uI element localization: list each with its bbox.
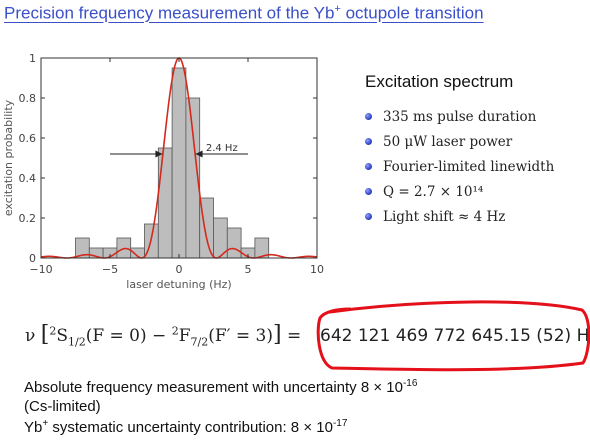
bullet-icon bbox=[365, 188, 372, 195]
excitation-spectrum-chart: 2.4 Hz −10 −5 0 5 10 0 0.2 0.4 0.6 0.8 1 laser det… bbox=[2, 52, 325, 291]
footer-line-2: (Cs-limited) bbox=[24, 398, 101, 415]
y-axis-label: excitation probability bbox=[2, 99, 15, 216]
list-item: Fourier-limited linewidth bbox=[365, 154, 554, 179]
panel-title: Excitation spectrum bbox=[365, 72, 514, 91]
y-tick-label: 0.2 bbox=[19, 212, 37, 225]
axis-ticks: −10 −5 0 5 10 0 0.2 0.4 0.6 0.8 1 bbox=[19, 52, 325, 276]
x-axis-label: laser detuning (Hz) bbox=[126, 278, 231, 291]
property-list: 335 ms pulse duration 50 μW laser power … bbox=[365, 104, 554, 229]
x-tick-label: 0 bbox=[176, 263, 183, 276]
list-item: Light shift ≈ 4 Hz bbox=[365, 204, 554, 229]
histogram-bars bbox=[75, 67, 270, 259]
y-tick-label: 0.6 bbox=[19, 132, 37, 145]
bullet-icon bbox=[365, 113, 372, 120]
linewidth-annotation: 2.4 Hz bbox=[110, 143, 248, 158]
footer-line-1: Absolute frequency measurement with unce… bbox=[24, 378, 418, 396]
footer-line-3: Yb+ systematic uncertainty contribution:… bbox=[24, 418, 348, 436]
bullet-icon bbox=[365, 213, 372, 220]
x-tick-label: −10 bbox=[29, 263, 52, 276]
y-tick-label: 0 bbox=[29, 252, 36, 265]
arrow-left-icon bbox=[195, 150, 203, 158]
histogram-bar bbox=[171, 67, 187, 259]
transition-formula: ν [2S1/2(F = 0) − 2F7/2(F′ = 3)] = bbox=[25, 322, 302, 349]
bullet-icon bbox=[365, 138, 372, 145]
x-tick-label: 5 bbox=[245, 263, 252, 276]
y-tick-label: 0.4 bbox=[19, 172, 37, 185]
slide-title: Precision frequency measurement of the Y… bbox=[4, 3, 484, 23]
x-tick-label: −5 bbox=[102, 263, 118, 276]
bullet-icon bbox=[365, 163, 372, 170]
histogram-bar bbox=[157, 147, 173, 259]
frequency-value: 642 121 469 772 645.15 (52) Hz bbox=[320, 326, 590, 346]
list-item: Q = 2.7 × 10¹⁴ bbox=[365, 179, 554, 204]
linewidth-label: 2.4 Hz bbox=[206, 143, 238, 154]
list-item: 335 ms pulse duration bbox=[365, 104, 554, 129]
x-tick-label: 10 bbox=[310, 263, 324, 276]
y-tick-label: 0.8 bbox=[19, 92, 37, 105]
y-tick-label: 1 bbox=[29, 52, 36, 65]
list-item: 50 μW laser power bbox=[365, 129, 554, 154]
histogram-bar bbox=[226, 227, 242, 259]
arrow-right-icon bbox=[155, 150, 163, 158]
